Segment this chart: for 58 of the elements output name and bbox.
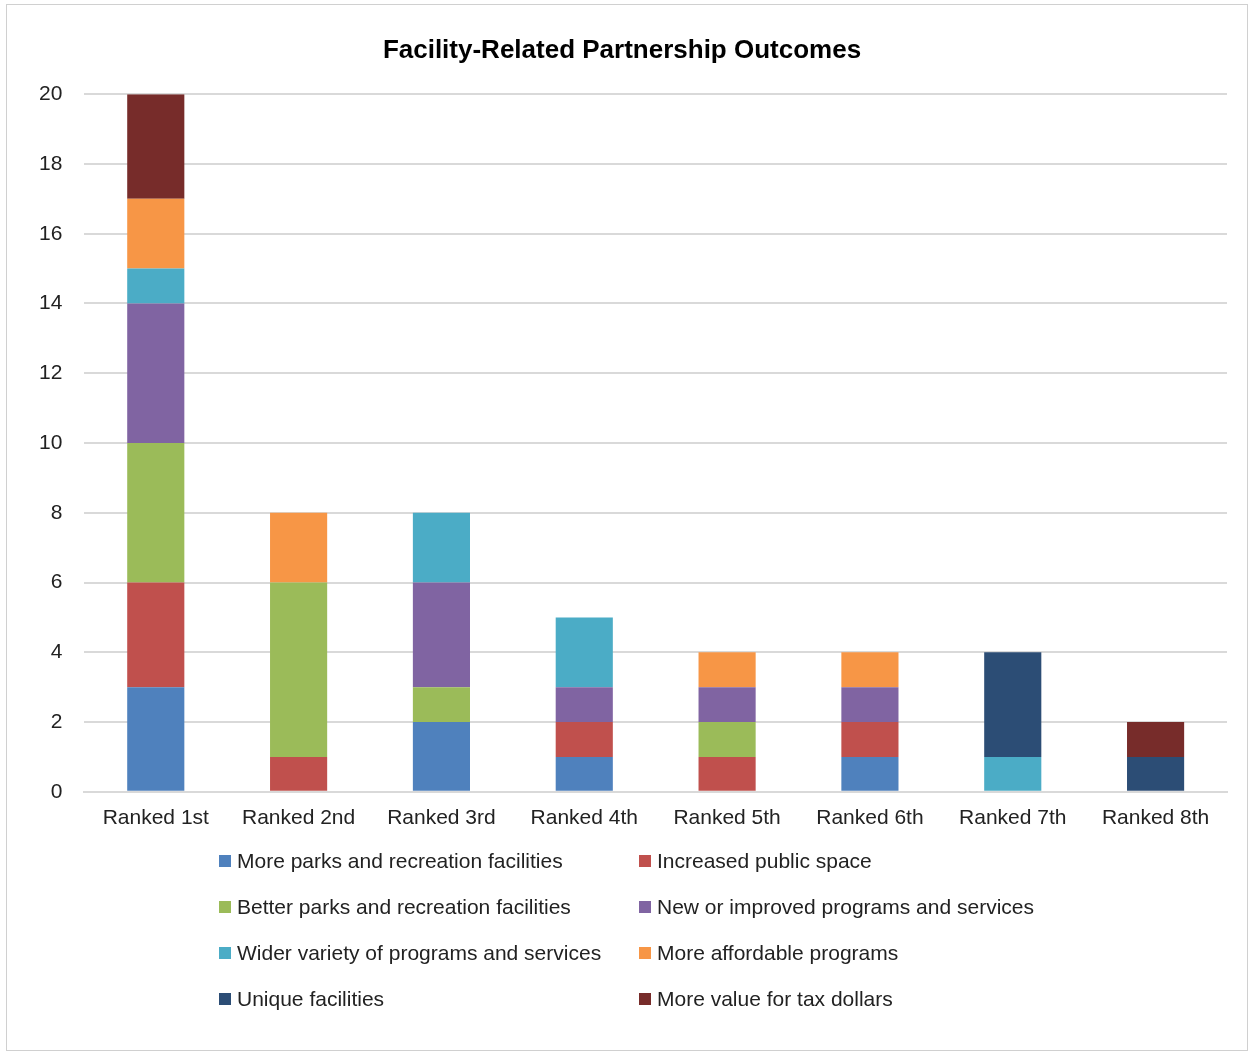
legend-label: More value for tax dollars (657, 987, 893, 1011)
x-tick-label: Ranked 1st (102, 805, 210, 829)
bar (127, 687, 185, 791)
y-tick-label: 4 (50, 639, 63, 663)
bar (127, 443, 185, 583)
y-tick-label: 10 (39, 429, 63, 453)
x-tick-label: Ranked 3rd (387, 805, 496, 829)
bar (841, 652, 899, 688)
legend-label: Increased public space (657, 849, 872, 873)
bar (984, 756, 1042, 791)
legend-label: New or improved programs and services (657, 895, 1034, 919)
bar (412, 512, 470, 583)
bar (1127, 756, 1185, 791)
bar (270, 582, 328, 757)
bar (698, 722, 756, 757)
x-tick-label: Ranked 6th (816, 805, 924, 829)
y-tick-label: 16 (39, 220, 63, 244)
bar (1127, 722, 1185, 757)
bar (555, 756, 613, 791)
bar (841, 722, 899, 757)
bar (555, 687, 613, 723)
y-tick-label: 20 (39, 81, 63, 104)
y-tick-label: 18 (39, 150, 63, 174)
bar (984, 652, 1042, 757)
bar (270, 756, 328, 791)
bar (841, 687, 899, 723)
y-tick-label: 14 (39, 290, 63, 314)
bar (698, 652, 756, 688)
y-tick-label: 2 (50, 708, 63, 732)
y-tick-label: 0 (50, 778, 63, 802)
legend-label: Wider variety of programs and services (237, 941, 602, 965)
bar (841, 756, 899, 791)
bar (127, 303, 185, 443)
bar (270, 512, 328, 583)
x-tick-label: Ranked 2nd (241, 805, 356, 829)
y-tick-label: 8 (50, 499, 63, 523)
x-tick-label: Ranked 7th (959, 805, 1067, 829)
bar (127, 94, 185, 199)
y-tick-label: 6 (50, 569, 63, 593)
bar (412, 582, 470, 688)
bar (412, 687, 470, 723)
bar (555, 617, 613, 688)
y-tick-label: 12 (39, 360, 63, 384)
bar (127, 198, 185, 269)
bar (555, 722, 613, 757)
legend-label: More affordable programs (657, 941, 899, 965)
bar (698, 687, 756, 723)
bar (412, 722, 470, 791)
chart-title: Facility-Related Partnership Outcomes (382, 33, 862, 64)
x-tick-label: Ranked 5th (673, 805, 781, 829)
legend-label: Unique facilities (237, 987, 385, 1011)
bar (698, 756, 756, 791)
x-tick-label: Ranked 4th (530, 805, 638, 829)
legend-label: More parks and recreation facilities (237, 849, 563, 873)
legend-label: Better parks and recreation facilities (237, 895, 571, 919)
bar (127, 268, 185, 304)
bar (127, 582, 185, 688)
x-tick-label: Ranked 8th (1101, 805, 1210, 829)
